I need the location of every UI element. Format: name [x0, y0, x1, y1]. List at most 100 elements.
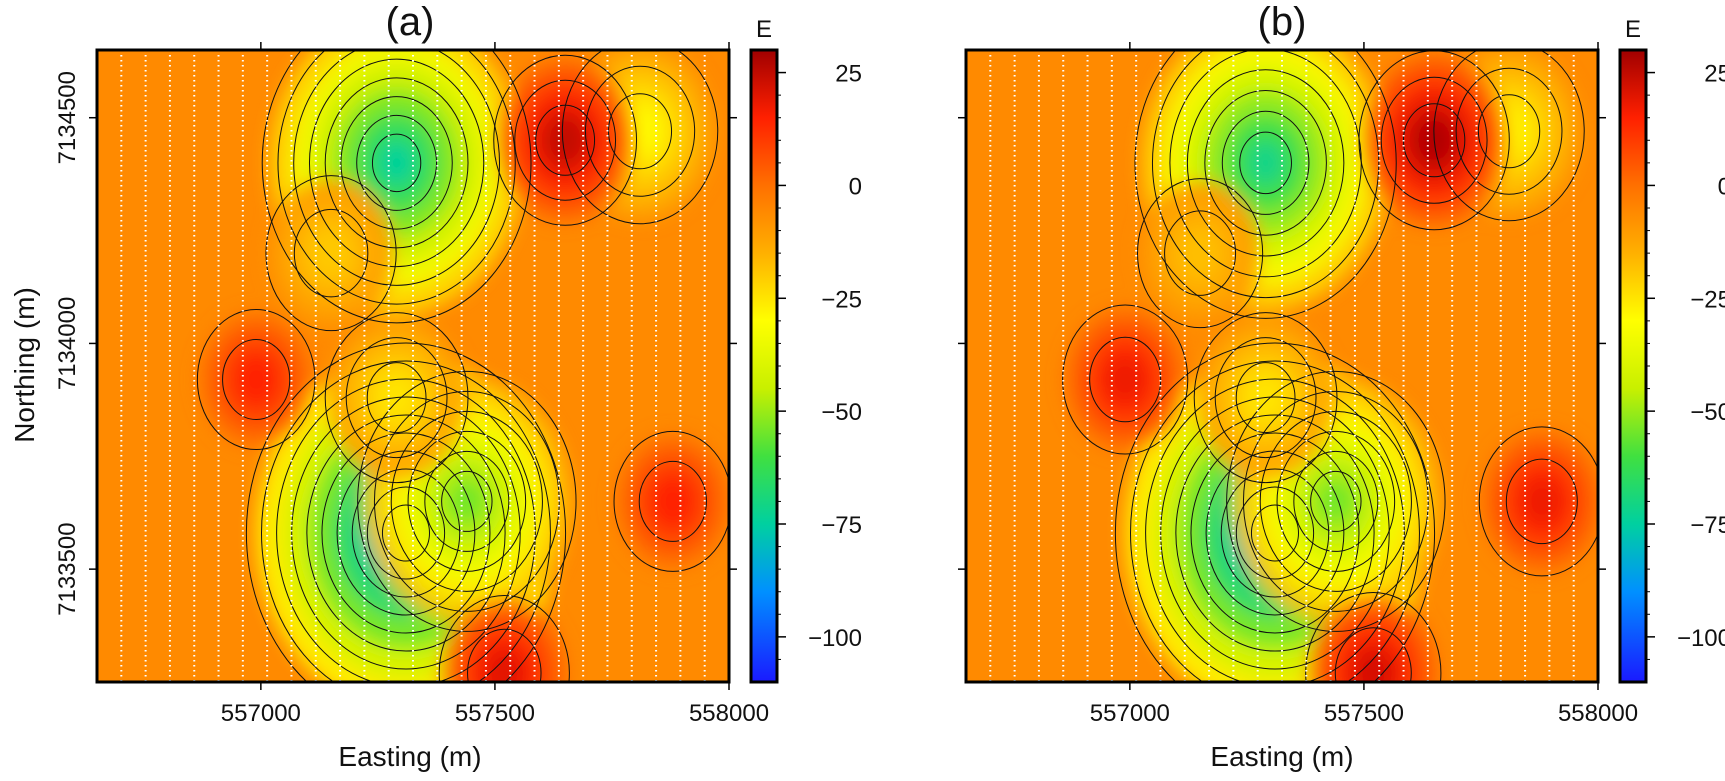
contour-ring: [1205, 450, 1345, 616]
panel-b: 557000 557500 558000 (b) Easting (m) 25 0 −2…: [958, 0, 1725, 772]
contour-ring: [1136, 178, 1264, 329]
colorbar-tick-label: −25: [821, 286, 862, 313]
contour-ring: [340, 96, 453, 230]
contour-ring: [1221, 110, 1310, 215]
panel-b-colorbar: 25 0 −25 −50 −75 −100: [1618, 48, 1725, 684]
plot-frame: [95, 48, 731, 684]
contour-ring: [467, 628, 542, 682]
contour-ring: [1235, 486, 1315, 580]
contour-ring: [357, 370, 577, 632]
contour-ring: [493, 54, 638, 226]
x-tick-label: 557500: [455, 700, 535, 727]
contour-ring: [1089, 336, 1162, 423]
contour-ring: [291, 396, 521, 670]
x-tick-label: 558000: [689, 700, 769, 727]
colorbar-tick-label: −75: [821, 512, 862, 539]
anomaly-west-trend: [1139, 180, 1261, 326]
colorbar-tick-label: −100: [808, 625, 862, 652]
contour-ring: [1455, 67, 1563, 195]
contour-ring: [265, 175, 397, 332]
colorbar-tick-label: 0: [849, 173, 862, 200]
contour-ring: [345, 337, 448, 459]
panel-b-axes: 557000 557500 558000: [958, 42, 1638, 727]
colorbar-tick-label: −25: [1690, 286, 1725, 313]
contour-ring: [356, 114, 438, 211]
contour-ring: [366, 486, 446, 580]
panel-a-axes: 557000 557500 558000 7133500 7134000 7134500: [54, 42, 769, 727]
contour-ring: [277, 50, 516, 305]
contour-lines: [1062, 50, 1598, 682]
anomaly-west-trend: [268, 178, 395, 329]
contour-ring: [1193, 312, 1338, 484]
contour-ring: [1310, 470, 1362, 532]
y-tick-label: 7133500: [54, 522, 81, 615]
colorbar-tick-label: −50: [1690, 399, 1725, 426]
anomaly-ne-high: [496, 58, 634, 223]
anomaly-e-high: [615, 433, 729, 570]
contour-ring: [1151, 50, 1380, 299]
x-tick-label: 557000: [1090, 700, 1170, 727]
contour-ring: [1478, 426, 1598, 577]
contour-ring: [1276, 430, 1396, 572]
contour-ring: [321, 432, 491, 634]
anomaly-se-high: [1307, 595, 1439, 682]
panel-b-x-axis-label: Easting (m): [1210, 741, 1353, 772]
panel-a-colorbar-title: E: [756, 16, 772, 43]
anomaly-w-high: [1064, 307, 1186, 452]
panel-a-x-axis-label: Easting (m): [338, 741, 481, 772]
panel-b-survey-lines: [965, 50, 1599, 682]
contour-ring: [1334, 627, 1412, 682]
colorbar-tick-label: −100: [1677, 625, 1725, 652]
contour-ring: [1250, 504, 1299, 562]
contour-ring: [324, 77, 469, 249]
panel-a-map: [97, 50, 729, 682]
plot-frame: [964, 48, 1600, 684]
contour-ring: [351, 468, 461, 598]
anomaly-e-high: [1481, 429, 1598, 574]
contour-ring: [1214, 337, 1317, 459]
colorbar-scale: [749, 48, 779, 684]
contour-ring: [638, 460, 707, 542]
colorbar-tick-label: 25: [1704, 61, 1725, 88]
contour-ring: [1062, 304, 1189, 455]
contour-ring: [514, 79, 617, 201]
contour-ring: [276, 378, 536, 682]
contour-ring: [1145, 378, 1405, 682]
contour-ring: [324, 312, 469, 484]
contour-ring: [535, 104, 596, 176]
colorbar-tick-label: 25: [835, 61, 862, 88]
contour-ring: [1175, 414, 1375, 652]
contour-ring: [1190, 432, 1360, 634]
colorbar-tick-label: −50: [821, 399, 862, 426]
contour-ring: [1293, 450, 1379, 552]
x-tick-label: 558000: [1558, 700, 1638, 727]
panel-a-colorbar: 25 0 −25 −50 −75 −100: [749, 48, 862, 684]
contour-ring: [371, 133, 422, 193]
contour-ring: [1380, 76, 1488, 204]
contour-ring: [1477, 94, 1541, 169]
contour-ring: [438, 594, 570, 682]
contour-ring: [366, 362, 427, 434]
colorbar-tick-label: 0: [1718, 173, 1725, 200]
colorbar-scale: [1618, 48, 1648, 684]
contour-ring: [336, 450, 476, 616]
contour-ring: [441, 470, 493, 532]
contour-ring: [261, 50, 532, 324]
contour-ring: [613, 430, 729, 572]
contour-ring: [608, 93, 673, 170]
contour-ring: [245, 342, 567, 682]
contour-ring: [293, 50, 500, 286]
contour-ring: [1305, 591, 1442, 682]
contour-ring: [1114, 342, 1436, 682]
contour-ring: [1130, 360, 1420, 682]
contour-ring: [1186, 69, 1345, 257]
contour-ring: [261, 360, 551, 682]
y-tick-label: 7134500: [54, 71, 81, 164]
contour-ring: [381, 504, 430, 562]
contour-ring: [407, 430, 527, 572]
panel-a: 557000 557500 558000713350071340007134500 …: [9, 0, 862, 772]
contour-ring: [196, 309, 316, 451]
contour-ring: [1433, 50, 1585, 222]
contour-ring: [1220, 468, 1330, 598]
